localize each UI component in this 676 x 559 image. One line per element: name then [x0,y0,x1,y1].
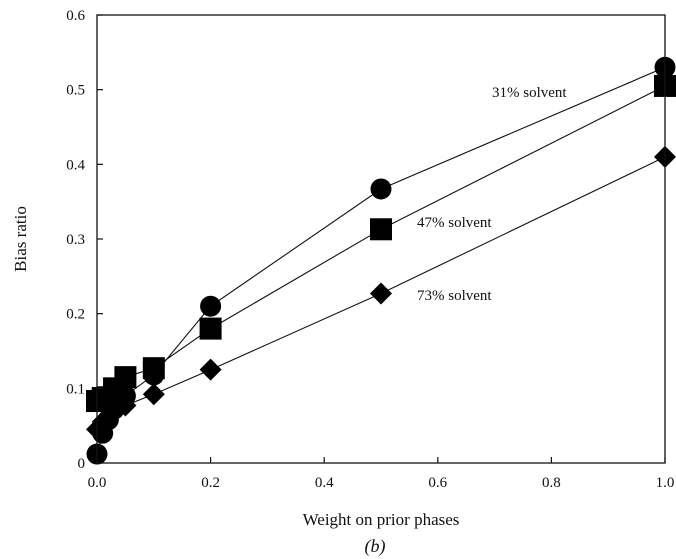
annotation-31-solvent: 31% solvent [492,85,567,101]
x-axis-label: Weight on prior phases [303,510,460,529]
series-lines [96,66,666,455]
x-tick-label: 0.6 [428,475,447,491]
data-point-diamond [114,394,137,417]
annotation-73-solvent: 73% solvent [417,288,492,304]
y-tick-label: 0.6 [66,8,85,24]
data-point-square [199,317,222,340]
series-markers [86,56,676,465]
y-tick-label: 0 [78,456,86,472]
data-point-square [142,357,165,380]
x-tick-label: 0.4 [315,475,334,491]
x-tick-label: 0.0 [88,475,107,491]
plot-area [86,14,676,465]
y-axis-ticks: 0 0.1 0.2 0.3 0.4 0.5 0.6 [66,8,103,472]
series-line-0 [96,66,666,455]
data-point-diamond [142,383,165,406]
data-point-circle [200,295,222,317]
y-axis-label: Bias ratio [11,206,30,272]
series-line-1 [96,85,666,402]
figure-caption: (b) [365,536,386,557]
x-tick-label: 1.0 [656,475,675,491]
data-point-square [370,218,392,241]
x-tick-label: 0.8 [542,475,561,491]
annotation-47-solvent: 47% solvent [417,215,492,231]
y-tick-label: 0.5 [66,83,85,99]
y-tick-label: 0.3 [66,232,85,248]
data-point-diamond [199,358,222,381]
data-point-square [114,366,137,389]
x-tick-label: 0.2 [201,475,220,491]
x-axis-ticks: 0.0 0.2 0.4 0.6 0.8 1.0 [88,457,675,491]
y-tick-label: 0.2 [66,307,85,323]
data-point-circle [370,178,392,200]
data-point-diamond [370,282,392,305]
y-tick-label: 0.1 [66,381,85,397]
y-tick-label: 0.4 [66,157,85,173]
